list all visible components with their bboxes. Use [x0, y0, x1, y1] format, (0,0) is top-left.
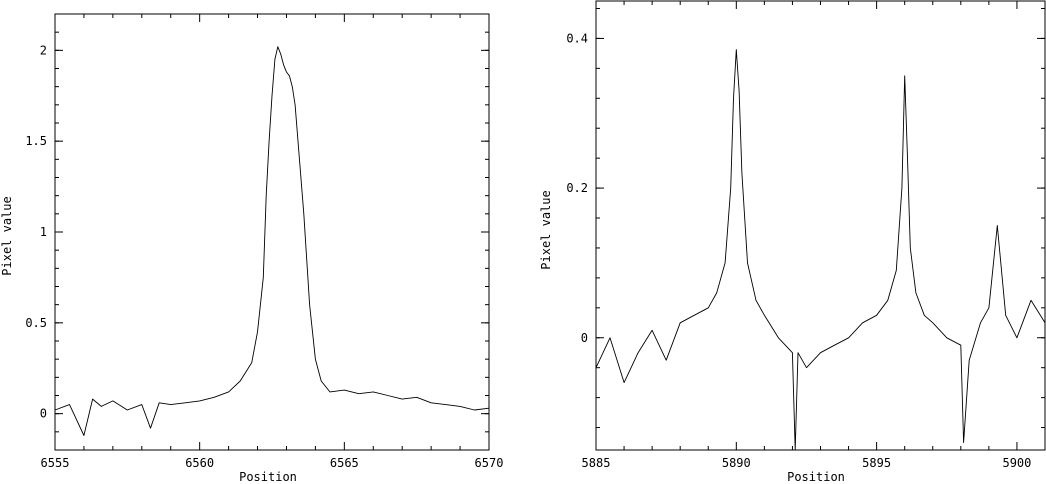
left-plot-y-tick-label: 0.5: [25, 316, 47, 330]
left-plot-x-tick-label: 6565: [330, 456, 359, 470]
right-plot-x-tick-label: 5900: [1002, 456, 1031, 470]
left-plot-y-tick-label: 2: [40, 43, 47, 57]
left-plot-frame: [54, 13, 490, 451]
right-plot-panel: 5885 5890 5895 5900 0 0.2 0.4 Position Pixel v…: [539, 0, 1046, 484]
left-plot-x-tick-label: 6560: [185, 456, 214, 470]
left-plot-x-axis-label: Position: [239, 470, 297, 484]
right-plot-y-axis-label: Pixel value: [539, 190, 553, 269]
left-plot-y-tick-label: 1.5: [25, 134, 47, 148]
right-plot-x-tick-label: 5885: [582, 456, 611, 470]
right-plot-frame: [595, 0, 1046, 451]
left-plot-ticks: 6555 6560 6565 6570 0 0.5 1 1.5 2: [25, 14, 503, 470]
right-plot-ticks: 5885 5890 5895 5900 0 0.2 0.4: [566, 1, 1046, 470]
left-plot-spectrum-line: [54, 46, 490, 436]
left-plot-y-tick-label: 0: [40, 407, 47, 421]
left-plot-x-tick-label: 6570: [475, 456, 504, 470]
left-plot-y-tick-label: 1: [40, 225, 47, 239]
right-plot-x-axis-label: Position: [787, 470, 845, 484]
left-plot-x-tick-label: 6555: [41, 456, 70, 470]
right-plot-y-tick-label: 0: [581, 331, 588, 345]
left-plot-panel: 6555 6560 6565 6570 0 0.5 1 1.5 2 Position Pixel…: [0, 13, 503, 484]
right-plot-trace-group: [595, 49, 1046, 451]
right-plot-y-tick-label: 0.2: [566, 181, 588, 195]
left-plot-y-axis-label: Pixel value: [0, 196, 14, 275]
right-plot-spectrum-line: [595, 49, 1046, 451]
right-plot-x-tick-label: 5890: [722, 456, 751, 470]
right-plot-x-tick-label: 5895: [862, 456, 891, 470]
right-plot-y-tick-label: 0.4: [566, 31, 588, 45]
left-plot-trace-group: [54, 46, 490, 436]
